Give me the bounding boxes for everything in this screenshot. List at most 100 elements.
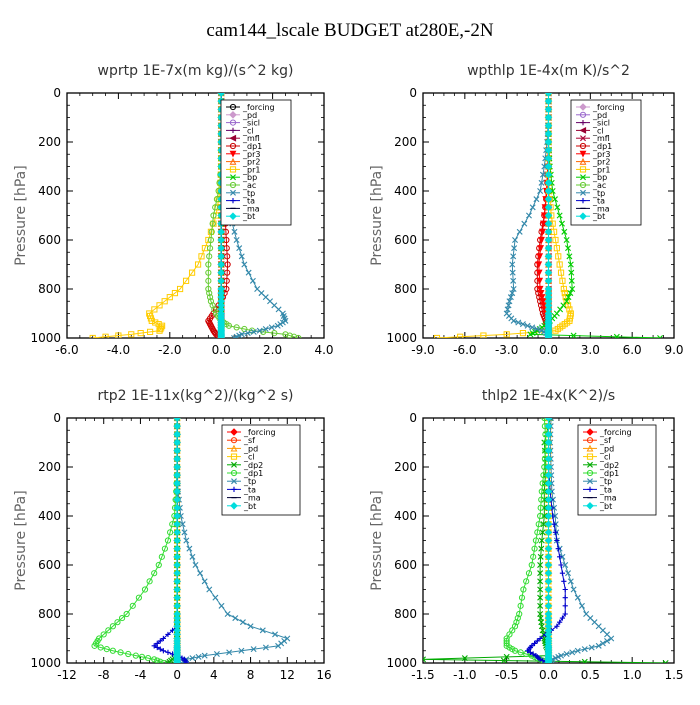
data-point [198,253,205,260]
legend-label: _ta [242,197,255,206]
panel-4: thlp2 1E-4x(K^2)/s Pressure [hPa] -1.5 -1.0… [369,388,684,682]
data-point [182,277,190,284]
legend-entry: _bt [226,212,255,221]
x-tick-label: 6.0 [623,343,642,357]
data-point [544,479,553,488]
legend-marker [229,142,237,150]
data-point [527,331,534,338]
data-point [563,651,570,658]
data-point [555,546,561,552]
data-point [166,294,173,301]
x-tick-label: -12 [57,668,77,682]
x-tick-label: 1.0 [623,668,642,682]
y-tick-label: 800 [394,282,417,296]
data-point [115,332,122,338]
data-point [544,187,553,195]
legend-marker [229,134,237,142]
data-point [206,289,213,297]
data-point [557,554,563,560]
legend-entry: _dp1 [227,469,263,478]
legend-marker [579,126,587,134]
data-point [554,623,560,629]
data-point [537,656,543,662]
y-tick-label: 200 [394,135,417,149]
data-point [544,659,553,663]
data-point [160,648,166,654]
data-point [158,324,165,331]
data-point [132,652,139,659]
legend-label: _pr3 [592,150,610,159]
data-point [538,496,545,503]
data-point [176,285,184,293]
data-point [271,330,278,337]
x-tick-label: 4 [210,668,218,682]
data-point [161,298,168,305]
y-tick-label: 1000 [30,656,61,670]
legend-label: _tp [599,477,612,486]
data-point [532,537,540,544]
data-point [206,294,214,301]
data-point [156,327,163,334]
legend-marker [579,181,587,189]
legend-marker [580,135,586,142]
legend-entry: _bp [226,173,257,182]
y-tick-label: 400 [38,184,61,198]
legend-entry: _tp [576,189,605,198]
data-point [523,650,530,658]
data-point [164,537,172,544]
data-point [233,237,240,243]
data-point [173,520,181,528]
data-point [173,430,181,439]
data-point [167,529,174,536]
y-tick-label: 0 [409,86,417,100]
data-point [535,521,542,528]
data-point [239,619,246,626]
data-point [536,277,544,285]
legend-label: _bt [592,212,605,221]
data-point [256,327,263,334]
data-point [557,269,565,276]
legend-marker [230,437,238,444]
data-point [129,602,136,609]
data-point [544,520,553,528]
legend-marker [229,181,237,189]
data-point [513,619,520,626]
legend-entry: _ta [583,485,612,494]
data-point [97,644,104,651]
legend-label: _cl [242,126,254,135]
data-point [578,602,585,609]
x-tick-label: 0.0 [539,668,558,682]
data-point [552,196,558,203]
data-point [183,660,189,663]
data-point [531,545,538,552]
data-point [480,332,487,338]
data-point [524,322,531,329]
data-point [189,655,196,662]
data-point [568,277,575,284]
legend-marker [580,174,586,181]
legend-entry: _ta [227,485,256,494]
panel-3: rtp2 1E-11x(kg^2)/(kg^2 s) Pressure [hPa]… [13,388,332,682]
data-point [554,537,560,544]
data-point [209,220,216,227]
series-line [506,93,549,338]
legend-label: _ta [599,485,612,494]
legend: _forcing_sf_pd_cl_dp2_dp1_tp_ta_ma_bt [577,424,657,516]
legend-entry: _ma [583,494,617,503]
data-point [544,146,553,154]
legend-marker [230,127,236,133]
data-point [207,236,215,244]
data-point [109,623,116,630]
data-point [173,528,181,537]
legend-marker [230,469,238,477]
data-point [544,577,553,586]
data-point [206,586,213,593]
y-tick-label: 200 [38,460,61,474]
legend-entry: _tp [227,477,256,486]
data-point [528,561,535,569]
data-point [544,528,553,537]
data-point [183,537,190,544]
data-point [151,306,158,313]
legend-marker [579,111,587,118]
y-axis-label: Pressure [hPa] [13,165,29,265]
